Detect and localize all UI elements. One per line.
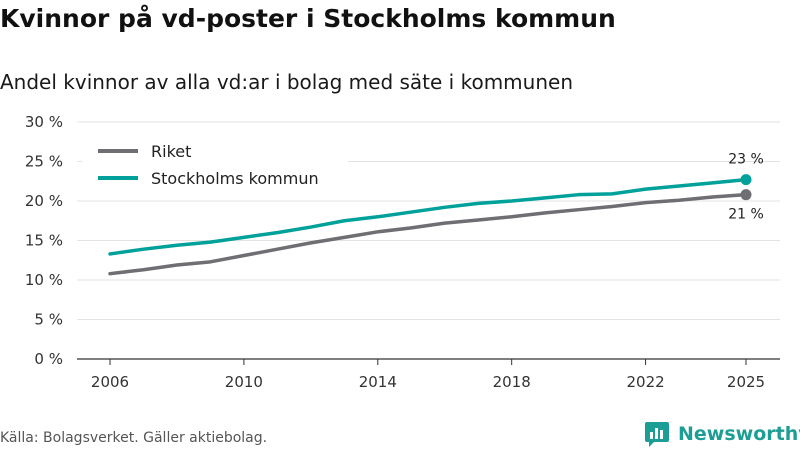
x-tick-label: 2018 [493, 373, 531, 391]
y-tick-label: 25 % [25, 153, 63, 171]
series-line-riket [108, 192, 748, 276]
brand-logo: Newsworthy [644, 420, 800, 448]
end-labels: 21 % 23 % [728, 152, 764, 223]
x-tick-label: 2025 [727, 373, 765, 391]
series-layer [108, 174, 752, 276]
brand-name: Newsworthy [678, 423, 800, 445]
source-note: Källa: Bolagsverket. Gäller aktiebolag. [0, 430, 268, 446]
end-value-label: 21 % [728, 207, 764, 223]
y-tick-label: 10 % [25, 271, 63, 289]
legend-label: Stockholms kommun [151, 169, 319, 188]
end-value-label: 23 % [728, 152, 764, 168]
y-tick-label: 0 % [34, 350, 63, 368]
chart-subtitle: Andel kvinnor av alla vd:ar i bolag med … [0, 70, 573, 94]
legend-background [82, 136, 348, 194]
newsworthy-logo-icon [645, 422, 669, 447]
x-tick-label: 2006 [91, 373, 129, 391]
x-tick-label: 2010 [225, 373, 263, 391]
legend-label: Riket [151, 142, 191, 161]
end-point-marker [740, 174, 752, 186]
x-tick-label: 2014 [359, 373, 397, 391]
legend: Riket Stockholms kommun [82, 136, 348, 194]
x-tick-label: 2022 [626, 373, 664, 391]
y-tick-label: 20 % [25, 192, 63, 210]
y-tick-label: 5 % [34, 311, 63, 329]
series-line-stockholm [108, 177, 748, 256]
chart-title: Kvinnor på vd-poster i Stockholms kommun [0, 4, 616, 33]
y-tick-label: 15 % [25, 232, 63, 250]
axis-layer: 0 % 5 % 10 % 15 % 20 % 25 % 30 % 2006 2010 2014 20… [25, 113, 765, 391]
y-tick-label: 30 % [25, 113, 63, 131]
end-point-marker [740, 189, 752, 201]
